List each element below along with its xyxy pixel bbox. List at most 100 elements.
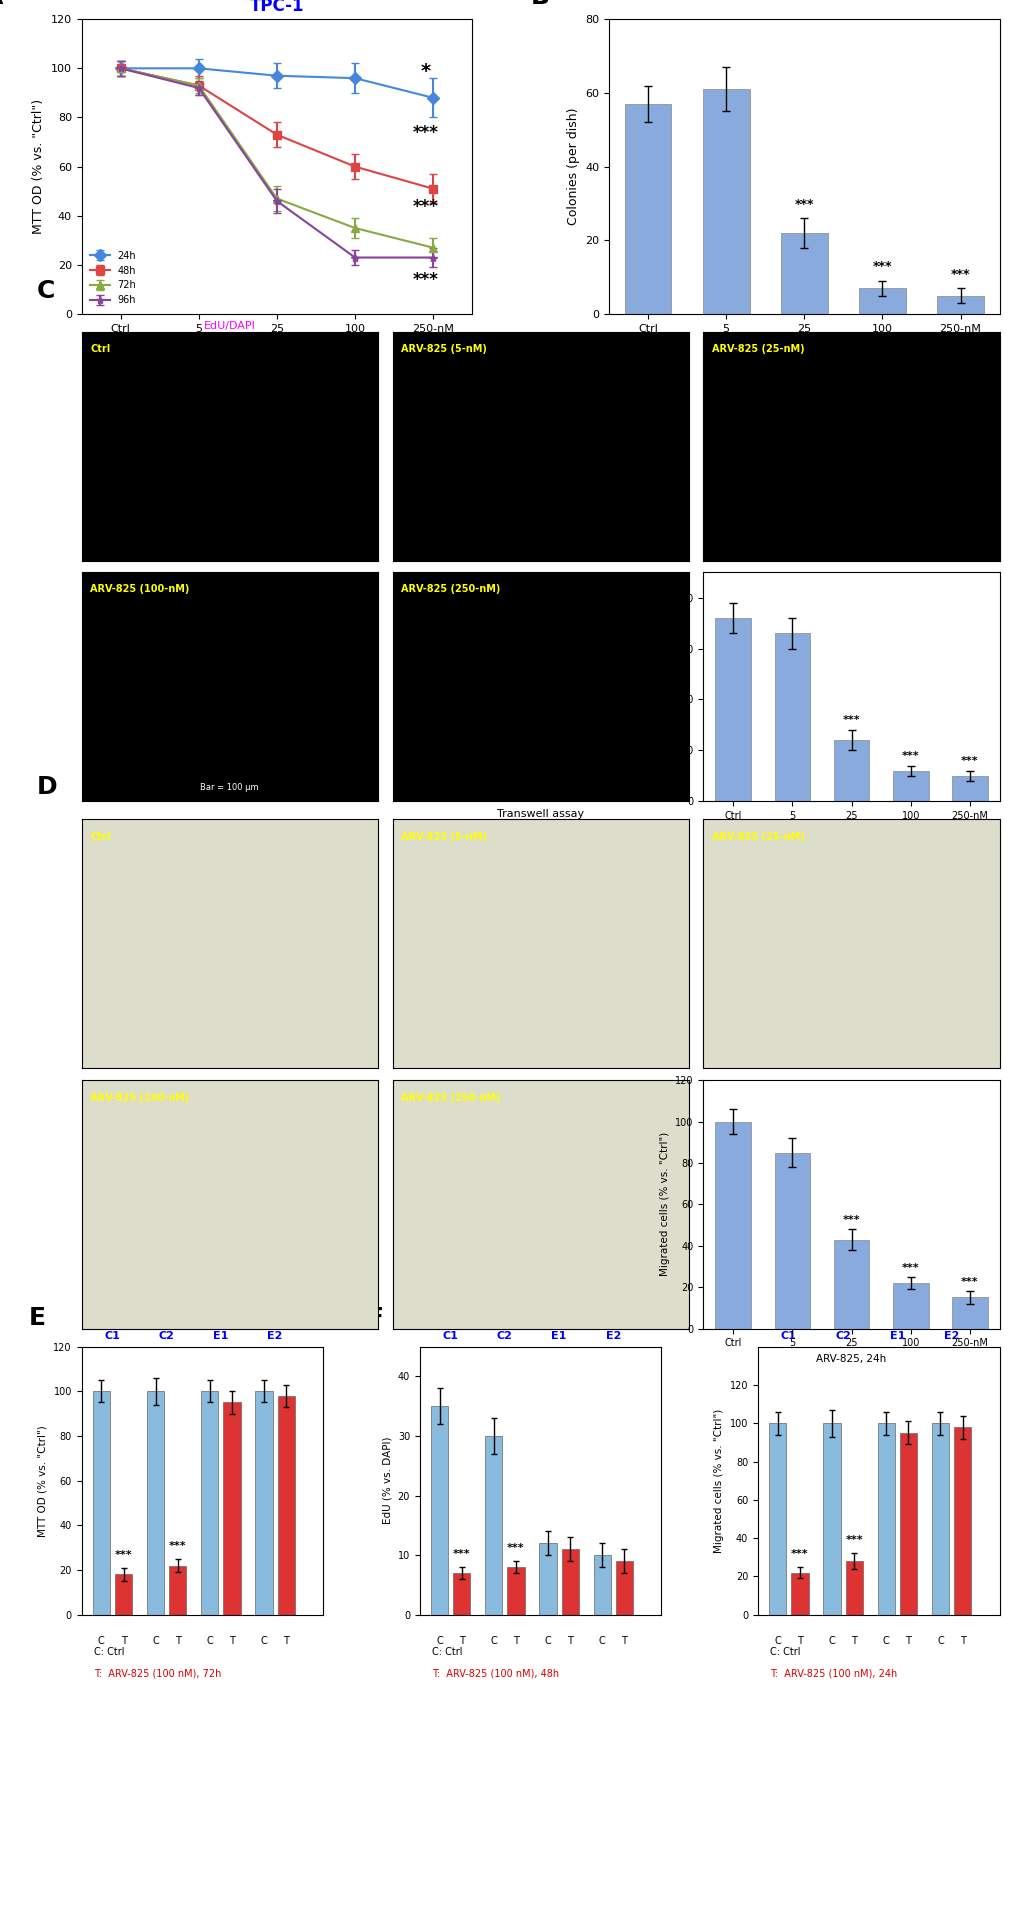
Bar <box>833 741 868 801</box>
Text: C1: C1 <box>104 1331 120 1342</box>
Text: T: T <box>229 1636 234 1645</box>
X-axis label: ARV-825, 48h: ARV-825, 48h <box>815 826 886 837</box>
Text: C: C <box>490 1636 496 1645</box>
Text: Ctrl: Ctrl <box>91 831 111 841</box>
Bar <box>624 104 671 315</box>
Text: T: T <box>459 1636 465 1645</box>
Text: E1: E1 <box>213 1331 228 1342</box>
Text: ARV-825 (5-nM): ARV-825 (5-nM) <box>401 344 487 353</box>
Bar <box>773 634 809 801</box>
Text: ***: *** <box>794 198 813 211</box>
Text: C: Ctrl: C: Ctrl <box>431 1647 462 1657</box>
Text: ARV-825 (100-nM): ARV-825 (100-nM) <box>91 584 190 593</box>
Bar <box>277 1396 294 1615</box>
Bar <box>952 776 986 801</box>
Bar <box>845 1561 862 1615</box>
Text: T:  ARV-825 (100 nM), 48h: T: ARV-825 (100 nM), 48h <box>431 1668 558 1678</box>
Bar <box>115 1574 132 1615</box>
Text: ARV-825 (25-nM): ARV-825 (25-nM) <box>711 831 804 841</box>
Text: ***: *** <box>412 198 438 215</box>
Bar <box>485 1436 502 1615</box>
Bar <box>953 1427 970 1615</box>
Text: T: T <box>905 1636 910 1645</box>
Text: C: C <box>827 1636 835 1645</box>
Bar <box>615 1561 633 1615</box>
Text: C: C <box>37 278 55 303</box>
Text: ***: *** <box>950 269 969 280</box>
Bar <box>201 1392 218 1615</box>
Text: C: C <box>436 1636 442 1645</box>
Bar <box>430 1405 447 1615</box>
Text: T: T <box>174 1636 180 1645</box>
Bar <box>936 296 983 315</box>
Text: ***: *** <box>845 1536 862 1546</box>
Bar <box>833 1240 868 1329</box>
Bar <box>169 1565 186 1615</box>
Text: E: E <box>29 1306 46 1331</box>
Text: B: B <box>530 0 549 10</box>
Text: ***: *** <box>412 271 438 290</box>
Text: ARV-825 (25-nM): ARV-825 (25-nM) <box>711 344 804 353</box>
Text: ***: *** <box>960 1277 978 1286</box>
Title: TPC-1: TPC-1 <box>250 0 304 15</box>
Y-axis label: EdU (% vs. DAPI): EdU (% vs. DAPI) <box>665 643 676 730</box>
Text: F: F <box>366 1306 383 1331</box>
Y-axis label: MTT OD (% vs. "Ctrl"): MTT OD (% vs. "Ctrl") <box>33 100 45 234</box>
Bar <box>791 1572 808 1615</box>
Bar <box>768 1423 786 1615</box>
Text: E2: E2 <box>943 1331 958 1342</box>
Y-axis label: EdU (% vs. DAPI): EdU (% vs. DAPI) <box>382 1436 391 1524</box>
X-axis label: ARV-825, 10d: ARV-825, 10d <box>761 340 846 351</box>
Text: ***: *** <box>901 751 919 760</box>
Bar <box>93 1392 110 1615</box>
Text: C: C <box>206 1636 213 1645</box>
Text: ***: *** <box>842 1215 859 1225</box>
Bar <box>822 1423 840 1615</box>
Y-axis label: Migrated cells (% vs. "Ctrl"): Migrated cells (% vs. "Ctrl") <box>659 1133 669 1277</box>
Text: ***: *** <box>872 261 892 273</box>
Bar <box>892 770 927 801</box>
Text: T:  ARV-825 (100 nM), 72h: T: ARV-825 (100 nM), 72h <box>94 1668 221 1678</box>
Text: T: T <box>120 1636 126 1645</box>
Bar <box>702 88 749 315</box>
Bar <box>714 1121 750 1329</box>
Text: ARV-825 (250-nM): ARV-825 (250-nM) <box>401 1092 500 1102</box>
Bar <box>452 1572 470 1615</box>
Legend: 24h, 48h, 72h, 96h: 24h, 48h, 72h, 96h <box>87 248 140 309</box>
Text: A: A <box>0 0 3 10</box>
Title: EdU/DAPI: EdU/DAPI <box>204 321 256 332</box>
Bar <box>876 1423 894 1615</box>
Text: ***: *** <box>960 756 978 766</box>
Bar <box>952 1298 986 1329</box>
Text: C: C <box>152 1636 159 1645</box>
Bar <box>539 1544 556 1615</box>
Bar <box>593 1555 610 1615</box>
Text: *: * <box>420 61 430 81</box>
Text: E2: E2 <box>605 1331 621 1342</box>
Text: ***: *** <box>506 1544 524 1553</box>
Text: C2: C2 <box>159 1331 174 1342</box>
Bar <box>714 618 750 801</box>
Text: Ctrl: Ctrl <box>91 344 111 353</box>
Text: ***: *** <box>114 1549 132 1559</box>
Text: E2: E2 <box>267 1331 282 1342</box>
Text: C: C <box>773 1636 781 1645</box>
Text: C2: C2 <box>496 1331 513 1342</box>
X-axis label: ARV-825, 24h: ARV-825, 24h <box>815 1354 886 1363</box>
Bar <box>899 1432 916 1615</box>
Bar <box>931 1423 948 1615</box>
Bar <box>255 1392 272 1615</box>
Text: C: C <box>882 1636 889 1645</box>
Text: D: D <box>37 776 58 799</box>
X-axis label: ARV-825: ARV-825 <box>251 340 303 351</box>
Bar <box>892 1283 927 1329</box>
Text: C: C <box>544 1636 551 1645</box>
Text: ARV-825 (5-nM): ARV-825 (5-nM) <box>401 831 487 841</box>
Text: T: T <box>796 1636 802 1645</box>
Text: ***: *** <box>412 125 438 142</box>
Bar <box>781 232 826 315</box>
Text: C: Ctrl: C: Ctrl <box>94 1647 124 1657</box>
Text: T: T <box>851 1636 856 1645</box>
Text: ARV-825 (100-nM): ARV-825 (100-nM) <box>91 1092 190 1102</box>
Y-axis label: MTT OD (% vs. "Ctrl"): MTT OD (% vs. "Ctrl") <box>38 1425 48 1536</box>
